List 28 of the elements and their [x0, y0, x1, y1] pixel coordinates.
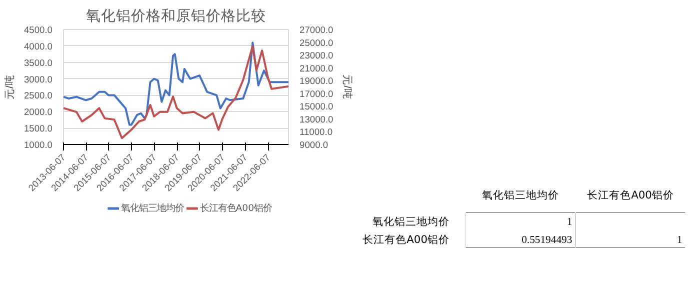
y-tick-label: 2500.0	[24, 90, 52, 101]
y-tick-label: 1000.0	[24, 140, 52, 150]
y-tick-label: 2000.0	[24, 107, 52, 118]
data-label: 1	[566, 217, 572, 228]
y2-tick-label: 19000.0	[300, 76, 334, 86]
y-tick-label: 4500.0	[24, 25, 52, 35]
y-axis-title: 元/吨	[2, 74, 16, 100]
y-tick-label: 3000.0	[24, 74, 52, 84]
y2-tick-label: 21000.0	[300, 63, 334, 74]
line-series	[64, 45, 288, 140]
y2-tick-label: 9000.0	[300, 140, 328, 150]
y2-tick-label: 25000.0	[300, 38, 334, 48]
y-tick-label: 3500.0	[24, 58, 52, 68]
line-series	[64, 42, 288, 126]
y2-tick-label: 23000.0	[300, 50, 334, 61]
y2-tick-label: 27000.0	[300, 25, 334, 35]
data-label: 1	[676, 235, 682, 246]
y2-tick-label: 15000.0	[300, 102, 334, 112]
y2-tick-label: 17000.0	[300, 88, 334, 99]
data-label: 0.55194493	[522, 235, 572, 246]
legend-label: 长江有色A00铝价	[200, 203, 272, 214]
y-tick-label: 4000.0	[24, 41, 52, 52]
y2-axis-title: 元/吨	[341, 74, 354, 100]
y2-tick-label: 13000.0	[300, 114, 334, 124]
y-tick-label: 1500.0	[24, 124, 52, 134]
y2-tick-label: 11000.0	[300, 127, 333, 138]
legend-label: 氧化铝三地均价	[120, 203, 184, 214]
chart-title: 氧化铝价格和原铝价格比较	[86, 8, 266, 24]
